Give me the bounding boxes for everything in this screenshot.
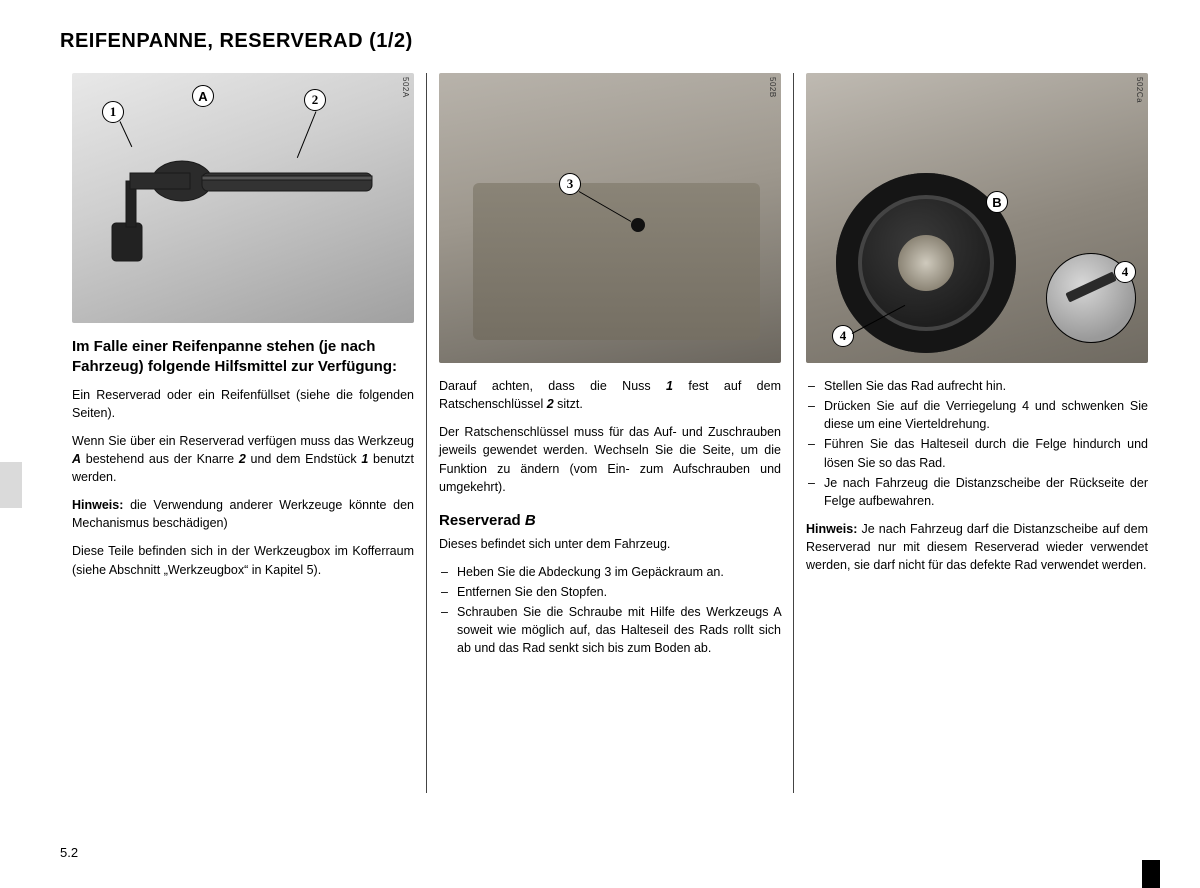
ref-B: B [525, 512, 536, 529]
col1-p1: Ein Reserverad oder ein Reifenfüllset (s… [72, 386, 414, 422]
wheel-hub [898, 235, 954, 291]
list-item: Je nach Fahrzeug die Distanzscheibe der … [806, 474, 1148, 510]
col3-note: Hinweis: Je nach Fahrzeug darf die Dista… [806, 520, 1148, 574]
list-item: Heben Sie die Abdeckung 3 im Gepäck­raum… [439, 563, 781, 581]
callout-4b: 4 [1114, 261, 1136, 283]
t: und dem Endstück [246, 452, 362, 466]
col1-note: Hinweis: die Verwendung anderer Werk­zeu… [72, 496, 414, 532]
list-item: Schrauben Sie die Schraube mit Hilfe des… [439, 603, 781, 657]
trunk-plug [631, 218, 645, 232]
callout-4a: 4 [832, 325, 854, 347]
col2-p1: Darauf achten, dass die Nuss 1 fest auf … [439, 377, 781, 413]
figure-b-ref: 502B [768, 77, 777, 98]
col1-p3: Diese Teile befinden sich in der Werkzeu… [72, 542, 414, 578]
note-text: die Verwendung anderer Werk­zeuge könnte… [72, 498, 414, 530]
figure-c: 502Ca B 4 4 [806, 73, 1148, 363]
callout-1: 1 [102, 101, 124, 123]
ref-A: A [72, 452, 81, 466]
note-text: Je nach Fahrzeug darf die Distanz­scheib… [806, 522, 1148, 572]
thumb-tab [0, 462, 22, 508]
t: Wenn Sie über ein Reserverad verfügen mu… [72, 434, 414, 448]
note-label: Hinweis: [72, 498, 123, 512]
t: Reserverad [439, 512, 525, 529]
list-item: Führen Sie das Halteseil durch die Felge… [806, 435, 1148, 471]
col2-p3: Dieses befindet sich unter dem Fahrzeug. [439, 535, 781, 553]
content-columns: 502A A 1 2 Im Falle einer Reifenpanne st… [60, 73, 1160, 793]
callout-A: A [192, 85, 214, 107]
col2-p2: Der Ratschenschlüssel muss für das Auf- … [439, 423, 781, 496]
col2-section-title: Reserverad B [439, 512, 781, 529]
lock-lever [1065, 271, 1116, 302]
list-item: Drücken Sie auf die Verriegelung 4 und s… [806, 397, 1148, 433]
tool-illustration [102, 133, 382, 273]
figure-a: 502A A 1 2 [72, 73, 414, 323]
t: Schrauben Sie die Schraube mit Hilfe des… [457, 605, 773, 619]
col2-list: Heben Sie die Abdeckung 3 im Gepäck­raum… [439, 563, 781, 658]
callout-B: B [986, 191, 1008, 213]
list-item: Stellen Sie das Rad aufrecht hin. [806, 377, 1148, 395]
t: soweit wie möglich auf, das Halteseil de… [457, 623, 781, 655]
ref-4: 4 [1022, 399, 1029, 413]
t: bestehend aus der Knarre [81, 452, 239, 466]
ref-1: 1 [666, 379, 673, 393]
t: Heben Sie die Abdeckung [457, 565, 604, 579]
note-label: Hinweis: [806, 522, 857, 536]
page-number: 5.2 [60, 845, 78, 860]
t: sitzt. [554, 397, 583, 411]
trunk-floor [473, 183, 760, 340]
title-main: REIFENPANNE, RESERVERAD [60, 30, 363, 52]
col3-list: Stellen Sie das Rad aufrecht hin. Drücke… [806, 377, 1148, 510]
figure-a-ref: 502A [401, 77, 410, 98]
figure-b: 502B 3 [439, 73, 781, 363]
figure-c-ref: 502Ca [1135, 77, 1144, 103]
corner-mark [1142, 860, 1160, 888]
page-title: REIFENPANNE, RESERVERAD (1/2) [60, 30, 1160, 53]
title-suffix: (1/2) [369, 30, 413, 52]
t: Drücken Sie auf die Verriegelung [824, 399, 1022, 413]
column-3: 502Ca B 4 4 Stellen Sie das Rad aufrecht… [793, 73, 1160, 793]
ref-2: 2 [239, 452, 246, 466]
t: Darauf achten, dass die Nuss [439, 379, 666, 393]
column-1: 502A A 1 2 Im Falle einer Reifenpanne st… [60, 73, 426, 793]
ref-A: A [773, 605, 781, 619]
list-item: Entfernen Sie den Stopfen. [439, 583, 781, 601]
ref-2: 2 [547, 397, 554, 411]
callout-2: 2 [304, 89, 326, 111]
column-2: 502B 3 Darauf achten, dass die Nuss 1 fe… [426, 73, 793, 793]
col1-p2: Wenn Sie über ein Reserverad verfügen mu… [72, 432, 414, 486]
col1-subhead: Im Falle einer Reifenpanne stehen (je na… [72, 337, 414, 378]
t: im Gepäck­raum an. [611, 565, 724, 579]
